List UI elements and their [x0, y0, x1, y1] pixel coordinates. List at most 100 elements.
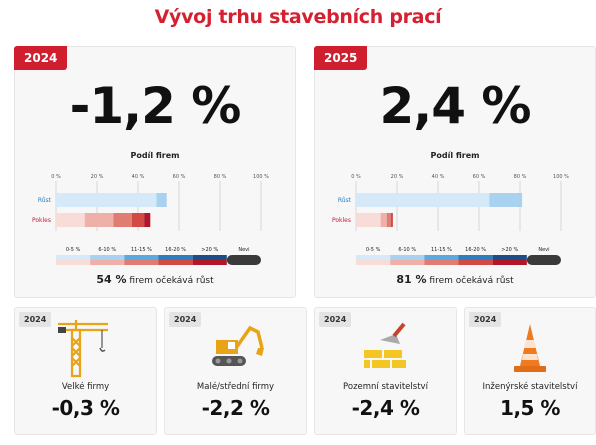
legend-swatch-decline — [90, 260, 125, 265]
axis-tick-label: 40 % — [132, 174, 145, 180]
growth-caption-percent: 54 % — [96, 273, 127, 286]
axis-tick-label: 0 % — [51, 174, 61, 180]
axis-tick-label: 60 % — [173, 174, 186, 180]
legend-swatch-growth — [390, 255, 425, 260]
bar-segment — [84, 213, 114, 227]
growth-caption: 81 % firem očekává růst — [315, 273, 595, 286]
year-badge: 2024 — [469, 312, 502, 327]
crane-icon — [57, 320, 108, 378]
chart-title: Podíl firem — [430, 151, 480, 160]
legend-swatch-growth — [192, 255, 227, 260]
axis-tick-label: 0 % — [351, 174, 361, 180]
legend-swatch-growth — [458, 255, 493, 260]
legend-swatch-growth — [158, 255, 193, 260]
axis-tick-label: 60 % — [473, 174, 486, 180]
legend-swatch-growth — [56, 255, 91, 260]
axis-tick-label: 20 % — [91, 174, 104, 180]
legend-label: >20 % — [201, 247, 218, 253]
growth-caption: 54 % firem očekává růst — [15, 273, 295, 286]
legend-label: 11-15 % — [131, 247, 152, 253]
legend-swatch-decline — [192, 260, 227, 265]
headline-value: -1,2 % — [69, 77, 242, 135]
bar-segment — [113, 213, 132, 227]
segment-label: Pozemní stavitelství — [343, 382, 428, 392]
legend-swatch-decline — [356, 260, 391, 265]
legend-swatch-unknown — [226, 255, 261, 265]
legend-label: 0-5 % — [66, 247, 81, 253]
bar-segment — [56, 213, 85, 227]
legend-swatch-unknown — [526, 255, 561, 265]
growth-caption-text: firem očekává růst — [429, 276, 514, 286]
segment-card-civil-engineering: 2024 Inženýrské stavitelství 1,5 % — [464, 307, 596, 435]
legend-swatch-decline — [492, 260, 527, 265]
legend-swatch-decline — [56, 260, 91, 265]
legend-swatch-decline — [390, 260, 425, 265]
axis-tick-label: 100 % — [253, 174, 269, 180]
legend-swatch-decline — [158, 260, 193, 265]
chart-title: Podíl firem — [130, 151, 180, 160]
bar-segment — [356, 193, 490, 207]
forecast-card-2024: 2024 -1,2 % Podíl firem 0 % 20 % 40 % 60 % 8… — [14, 46, 296, 298]
bar-segment — [390, 213, 393, 227]
segment-value: -2,4 % — [351, 396, 420, 420]
bar-segment — [156, 193, 167, 207]
row-label: Růst — [38, 197, 52, 204]
bar-segment — [489, 193, 523, 207]
axis-tick-label: 40 % — [432, 174, 445, 180]
bar-segment — [144, 213, 151, 227]
segment-value: 1,5 % — [500, 396, 560, 420]
row-label: Růst — [338, 197, 352, 204]
legend-swatch-growth — [356, 255, 391, 260]
bar-segment — [380, 213, 387, 227]
axis-tick-label: 80 % — [214, 174, 227, 180]
legend-swatch-decline — [458, 260, 493, 265]
headline-value: 2,4 % — [379, 77, 531, 135]
row-label: Pokles — [32, 217, 51, 224]
bar-segment — [386, 213, 391, 227]
forecast-card-2025: 2025 2,4 % Podíl firem 0 % 20 % 40 % 60 % 80… — [314, 46, 596, 298]
year-badge: 2024 — [14, 46, 68, 70]
legend-label: 11-15 % — [431, 247, 452, 253]
bar-segment — [356, 213, 381, 227]
bar-segment — [131, 213, 145, 227]
year-badge: 2024 — [19, 312, 52, 327]
growth-caption-text: firem očekává růst — [129, 276, 214, 286]
axis-tick-label: 100 % — [553, 174, 569, 180]
legend-label: Nevi — [238, 247, 249, 253]
segment-value: -2,2 % — [201, 396, 270, 420]
bricks-trowel-icon — [363, 322, 406, 368]
segment-value: -0,3 % — [51, 396, 120, 420]
share-of-firms-chart: 0 % 20 % 40 % 60 % 80 % 100 % Růst Pokles 0-5 % 6… — [332, 174, 569, 265]
legend-swatch-growth — [492, 255, 527, 260]
segment-label: Velké firmy — [61, 382, 110, 392]
page-title: Vývoj trhu stavebních prací — [154, 6, 442, 28]
segment-label: Inženýrské stavitelství — [482, 382, 578, 392]
legend-label: Nevi — [538, 247, 549, 253]
traffic-cone-icon — [514, 324, 546, 372]
growth-caption-percent: 81 % — [396, 273, 427, 286]
axis-tick-label: 80 % — [514, 174, 527, 180]
legend-label: 6-10 % — [98, 247, 116, 253]
bar-segment — [56, 193, 157, 207]
year-badge: 2024 — [319, 312, 352, 327]
legend-swatch-growth — [124, 255, 159, 260]
legend-label: >20 % — [501, 247, 518, 253]
legend-label: 0-5 % — [366, 247, 381, 253]
year-badge: 2024 — [169, 312, 202, 327]
legend-label: 16-20 % — [465, 247, 486, 253]
excavator-icon — [211, 325, 264, 366]
legend-swatch-decline — [424, 260, 459, 265]
segment-label: Malé/střední firmy — [196, 382, 275, 392]
axis-tick-label: 20 % — [391, 174, 404, 180]
year-badge: 2025 — [314, 46, 368, 70]
segment-card-large-firms: 2024 Velké firmy -0,3 % — [14, 307, 157, 435]
legend-swatch-growth — [424, 255, 459, 260]
legend-swatch-decline — [124, 260, 159, 265]
row-label: Pokles — [332, 217, 351, 224]
legend-label: 6-10 % — [398, 247, 416, 253]
legend-swatch-growth — [90, 255, 125, 260]
share-of-firms-chart: 0 % 20 % 40 % 60 % 80 % 100 % Růst Pokles 0-5 % 6… — [32, 174, 269, 265]
legend-label: 16-20 % — [165, 247, 186, 253]
segment-card-small-medium-firms: 2024 Malé/střední firmy -2,2 % — [164, 307, 307, 435]
segment-card-building-construction: 2024 Pozemní stavitelství -2,4 % — [314, 307, 457, 435]
